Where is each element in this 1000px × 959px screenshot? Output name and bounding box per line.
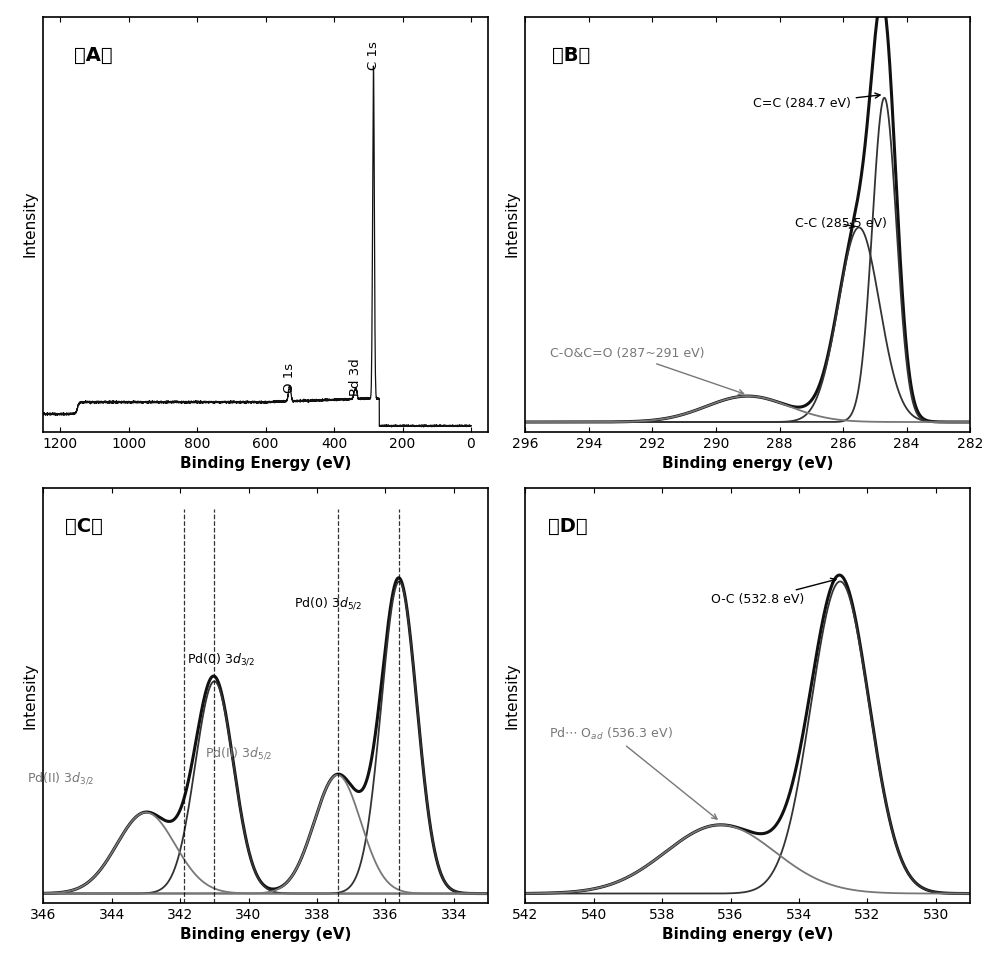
Text: （D）: （D） [548, 517, 587, 536]
Text: （B）: （B） [552, 46, 590, 64]
Text: Pd(0) 3$d_{5/2}$: Pd(0) 3$d_{5/2}$ [294, 596, 361, 611]
X-axis label: Binding energy (eV): Binding energy (eV) [180, 927, 351, 943]
Text: O-C (532.8 eV): O-C (532.8 eV) [711, 578, 836, 606]
Text: C=C (284.7 eV): C=C (284.7 eV) [753, 93, 880, 110]
Text: Pd(0) 3$d_{3/2}$: Pd(0) 3$d_{3/2}$ [187, 651, 255, 667]
Y-axis label: Intensity: Intensity [23, 191, 38, 257]
Text: C 1s: C 1s [367, 41, 380, 70]
Y-axis label: Intensity: Intensity [505, 191, 520, 257]
Text: （A）: （A） [74, 46, 113, 64]
Text: Pd$\cdots$ O$_{ad}$ (536.3 eV): Pd$\cdots$ O$_{ad}$ (536.3 eV) [549, 726, 717, 819]
X-axis label: Binding energy (eV): Binding energy (eV) [662, 927, 833, 943]
Text: Pd(II) 3$d_{3/2}$: Pd(II) 3$d_{3/2}$ [27, 770, 95, 785]
Text: C-O&C=O (287~291 eV): C-O&C=O (287~291 eV) [550, 347, 744, 394]
Text: （C）: （C） [65, 517, 103, 536]
X-axis label: Binding energy (eV): Binding energy (eV) [662, 456, 833, 471]
X-axis label: Binding Energy (eV): Binding Energy (eV) [180, 456, 351, 471]
Text: Pd(II) 3$d_{5/2}$: Pd(II) 3$d_{5/2}$ [205, 745, 273, 760]
Y-axis label: Intensity: Intensity [505, 662, 520, 729]
Text: C-C (285.5 eV): C-C (285.5 eV) [795, 218, 887, 230]
Text: O 1s: O 1s [283, 363, 296, 392]
Text: Pd 3d: Pd 3d [349, 359, 362, 396]
Y-axis label: Intensity: Intensity [23, 662, 38, 729]
